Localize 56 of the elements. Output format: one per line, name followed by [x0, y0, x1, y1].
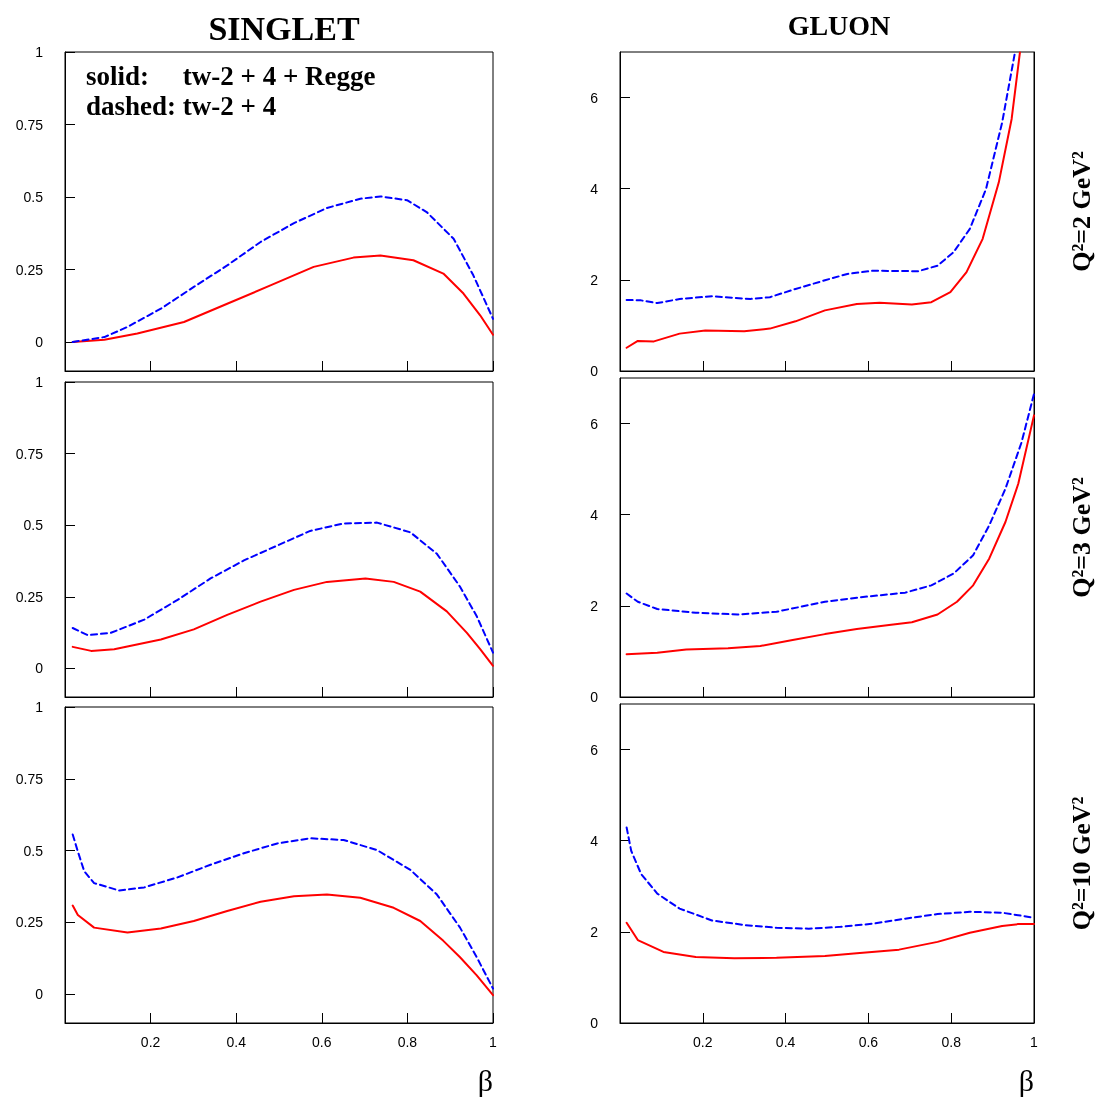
y-tick-label: 0 — [35, 660, 44, 677]
y-tick-label: 0.25 — [15, 261, 44, 278]
y-tick-label: 0 — [590, 363, 599, 379]
x-tick-label: 1 — [1030, 1034, 1039, 1050]
line-series — [625, 51, 1021, 349]
x-tick-label: 0.8 — [397, 1034, 418, 1050]
y-tick-label: 1 — [35, 44, 44, 60]
y-tick-label: 2 — [590, 597, 599, 614]
x-tick-label: 0.4 — [226, 1034, 247, 1050]
x-tick-label: 1 — [489, 1034, 498, 1050]
y-tick-label: 0.5 — [23, 842, 44, 859]
x-tick-label: 0.2 — [140, 1034, 161, 1050]
y-tick-label: 0.75 — [15, 445, 44, 462]
y-tick-label: 0.75 — [15, 116, 44, 133]
y-tick-label: 6 — [590, 741, 599, 758]
y-tick-label: 4 — [590, 180, 599, 197]
y-tick-label: 1 — [35, 374, 44, 390]
chart-title: GLUON — [787, 9, 891, 41]
y-tick-label: 0.75 — [15, 770, 44, 787]
y-tick-label: 2 — [590, 923, 599, 940]
y-tick-label: 6 — [590, 415, 599, 432]
x-tick-label: 0.6 — [312, 1034, 332, 1050]
y-tick-label: 0 — [35, 986, 44, 1003]
y-tick-label: 2 — [590, 271, 599, 288]
line-series — [625, 921, 1035, 960]
y-tick-label: 1 — [35, 699, 44, 715]
y2-axis-title: Q²=3 GeV² — [1066, 476, 1096, 598]
y-tick-label: 0 — [590, 689, 599, 705]
y-tick-label: 0 — [35, 334, 44, 350]
y2-axis-title: Q²=2 GeV² — [1066, 150, 1096, 272]
x-tick-label: 0.8 — [941, 1034, 962, 1050]
line-series — [625, 51, 1016, 305]
line-series — [71, 833, 494, 990]
x-tick-label: 0.2 — [693, 1034, 713, 1050]
annotation: dashed: tw-2 + 4 — [86, 90, 277, 121]
y-tick-label: 4 — [590, 506, 599, 523]
line-series — [71, 893, 494, 997]
x-axis-title: β — [477, 1063, 493, 1097]
line-series — [625, 392, 1035, 616]
line-series — [71, 577, 494, 667]
y-tick-label: 0.25 — [15, 588, 44, 605]
y-tick-label: 0.25 — [15, 914, 44, 931]
y2-axis-title: Q²=10 GeV² — [1066, 796, 1096, 931]
annotation: solid: tw-2 + 4 + Regge — [86, 60, 376, 91]
line-series — [625, 414, 1035, 656]
x-tick-label: 0.6 — [858, 1034, 879, 1050]
line-series — [71, 195, 494, 343]
x-tick-label: 0.4 — [775, 1034, 796, 1050]
y-tick-label: 4 — [590, 832, 599, 849]
y-tick-label: 0.5 — [23, 517, 44, 534]
y-tick-label: 0 — [590, 1015, 599, 1031]
line-series — [71, 521, 494, 654]
x-axis-title: β — [1018, 1063, 1034, 1097]
y-tick-label: 0.5 — [23, 189, 44, 205]
y-tick-label: 6 — [590, 89, 599, 106]
chart-title: SINGLET — [208, 9, 360, 47]
